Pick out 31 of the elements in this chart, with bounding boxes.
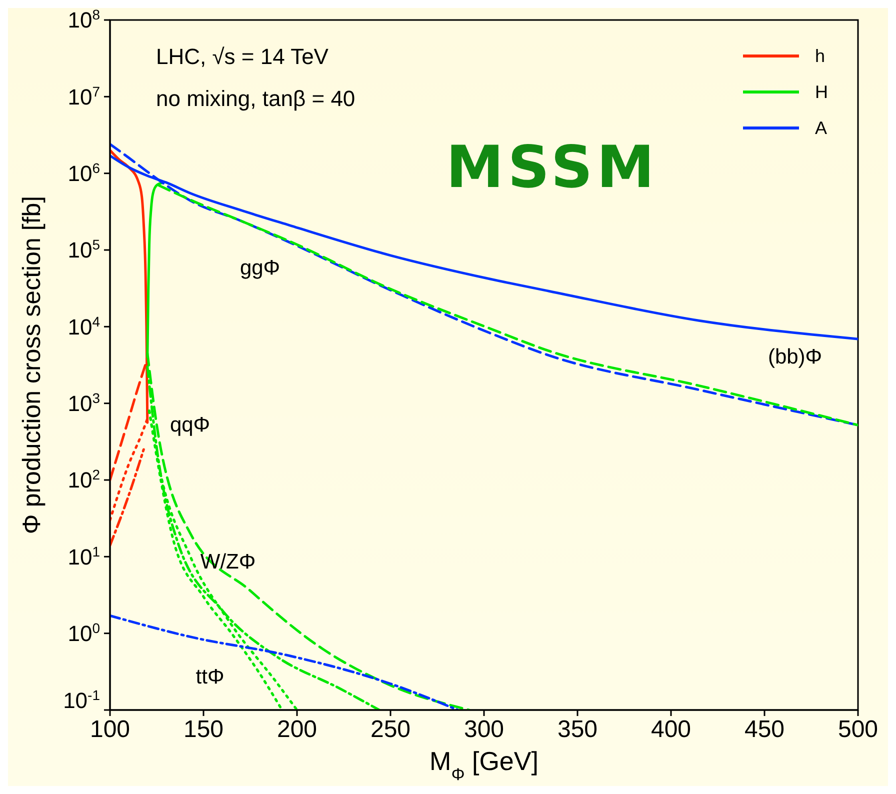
- legend-label: H: [815, 82, 828, 102]
- x-tick-label: 150: [183, 716, 224, 744]
- y-tick-label: 10$^{-1}$: [63, 686, 100, 713]
- x-tick-label: 250: [370, 716, 411, 744]
- y-tick-label: 10$^{8}$: [68, 6, 100, 33]
- legend-label: A: [815, 118, 828, 138]
- y-tick-label: 10$^{5}$: [68, 236, 100, 263]
- annotation: ggΦ: [240, 256, 280, 280]
- annotation: no mixing, tanβ = 40: [156, 86, 356, 111]
- annotation: ttΦ: [196, 666, 224, 688]
- x-tick-label: 200: [276, 716, 318, 744]
- x-axis-title: M$_{Φ}$ [GeV]: [430, 746, 538, 784]
- x-tick-label: 450: [744, 716, 785, 744]
- y-tick-label: 10$^{7}$: [68, 83, 100, 110]
- x-tick-label: 300: [464, 716, 504, 744]
- y-tick-label: 10$^{6}$: [68, 160, 100, 186]
- annotation: (bb)Φ: [768, 346, 822, 368]
- y-tick-label: 10$^{0}$: [68, 620, 100, 646]
- x-tick-label: 100: [90, 716, 130, 744]
- x-tick-label: 350: [557, 716, 598, 744]
- y-tick-label: 10$^{1}$: [68, 543, 100, 570]
- annotation: LHC, √s = 14 TeV: [156, 44, 328, 69]
- y-axis-title: Φ production cross section [fb]: [18, 196, 46, 534]
- x-tick-label: 500: [838, 716, 878, 744]
- legend-label: h: [815, 46, 826, 66]
- y-tick-label: 10$^{3}$: [68, 390, 100, 416]
- y-tick-label: 10$^{2}$: [68, 466, 100, 493]
- x-tick-label: 400: [650, 716, 692, 744]
- annotation: qqΦ: [170, 414, 210, 436]
- y-tick-label: 10$^{4}$: [68, 313, 100, 340]
- annotation: MSSM: [446, 133, 658, 201]
